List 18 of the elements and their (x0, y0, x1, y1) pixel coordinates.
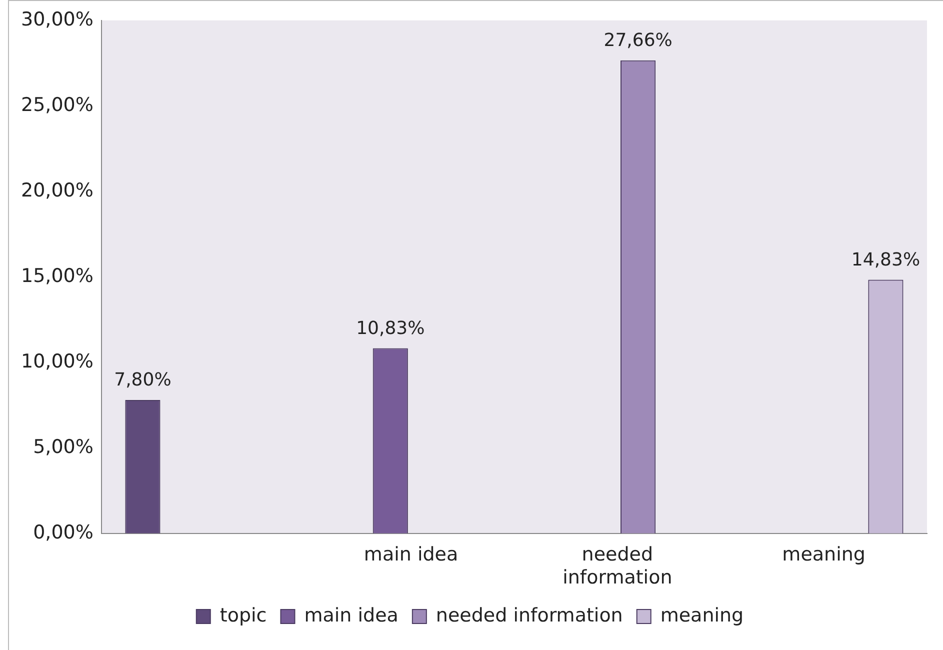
data-label: 10,83% (356, 318, 425, 339)
y-tick-label: 20,00% (20, 179, 94, 202)
y-tick-label: 10,00% (20, 350, 94, 372)
legend-label: topic (220, 604, 267, 626)
legend-label: main idea (304, 604, 398, 626)
y-tick-label: 25,00% (20, 94, 94, 116)
x-tick-label: needed information (562, 544, 672, 589)
y-tick-label: 30,00% (20, 8, 94, 30)
data-label: 7,80% (114, 370, 172, 391)
x-tick-label: main idea (364, 544, 458, 566)
data-label: 27,66% (604, 30, 672, 52)
y-tick-label: 0,00% (33, 521, 94, 544)
data-label: 14,83% (851, 249, 920, 270)
y-tick-label: 15,00% (20, 264, 94, 287)
x-tick-label: meaning (782, 544, 866, 566)
y-tick-label: 5,00% (33, 436, 94, 458)
legend-label: needed information (436, 604, 623, 626)
legend-label: meaning (660, 604, 744, 626)
